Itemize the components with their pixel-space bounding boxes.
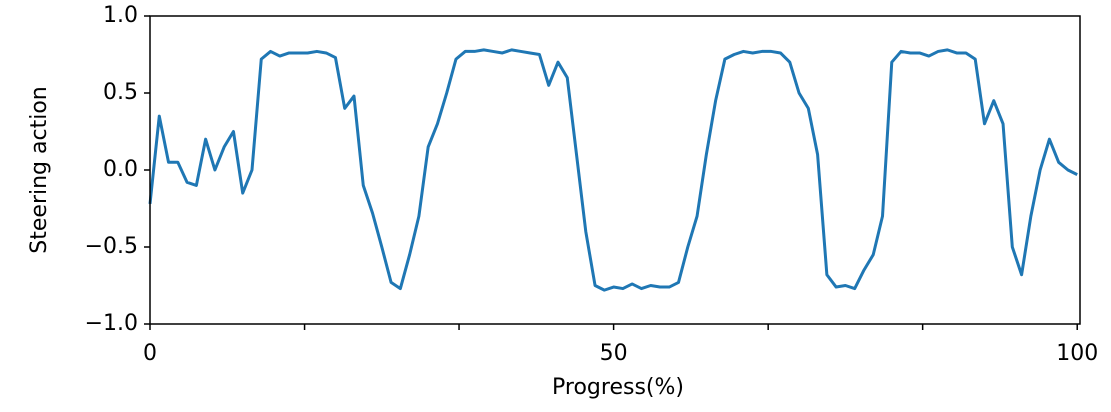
y-tick-label: −0.5 [85, 234, 138, 259]
y-tick-label: 0.5 [103, 80, 138, 105]
x-tick-label: 50 [600, 341, 628, 366]
y-tick-label: 0.0 [103, 157, 138, 182]
plot-frame [149, 15, 1081, 325]
y-tick-label: −1.0 [85, 311, 138, 336]
x-axis-label: Progress(%) [552, 375, 684, 400]
x-tick-label: 100 [1056, 341, 1098, 366]
data-line [148, 48, 1078, 292]
y-axis-label: Steering action [27, 86, 52, 253]
x-tick-label: 0 [143, 341, 157, 366]
y-tick-label: 1.0 [103, 3, 138, 28]
